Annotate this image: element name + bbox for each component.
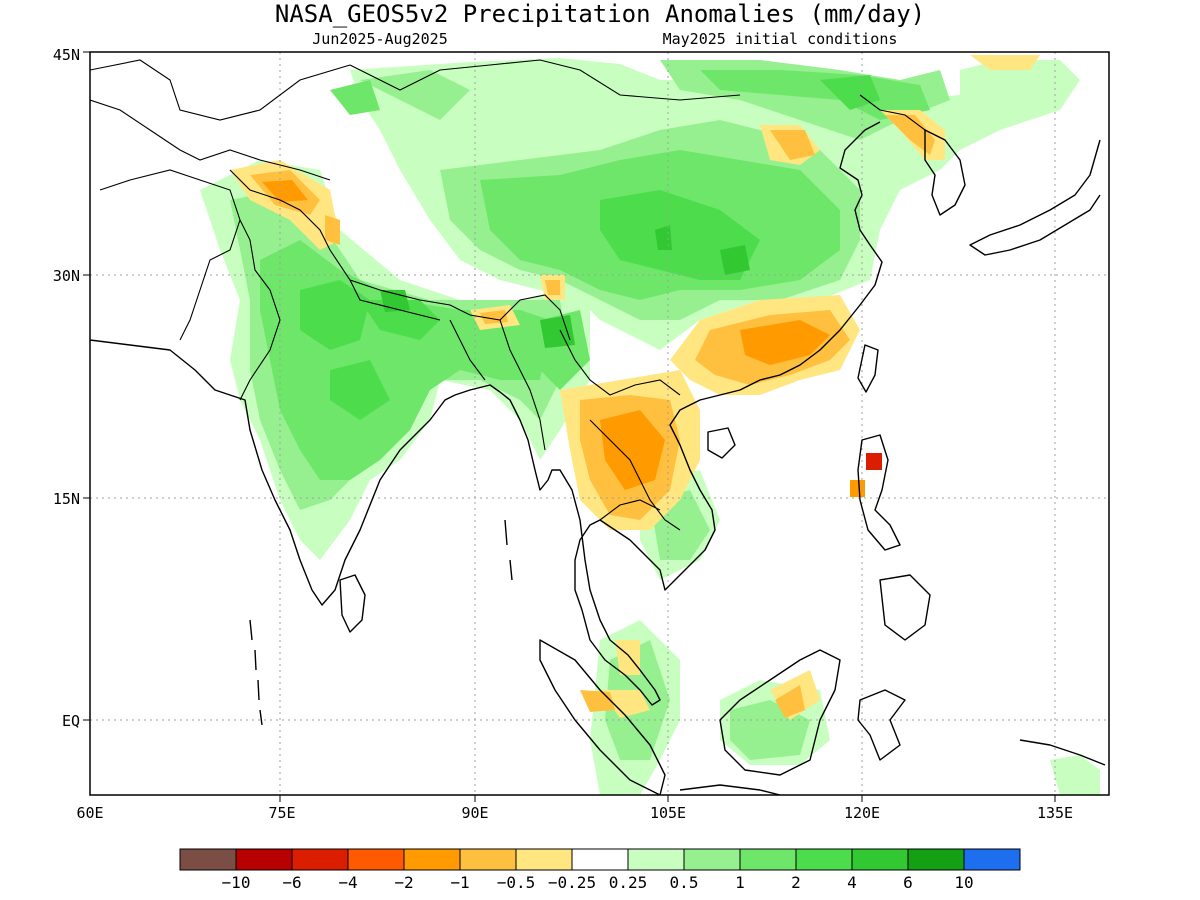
colorbar-label: −10 [222,873,251,892]
colorbar-label: −4 [338,873,357,892]
colorbar-label: 0.5 [670,873,699,892]
colorbar [179,848,1021,871]
colorbar-label: 4 [847,873,857,892]
colorbar-swatch [459,848,517,871]
colorbar-swatch [683,848,741,871]
lon-tick-label: 75E [268,804,295,822]
colorbar-swatch [347,848,405,871]
anomaly-fill-dark-green [300,75,880,420]
colorbar-swatch [963,848,1021,871]
initial-conditions-label: May2025 initial conditions [663,30,898,48]
colorbar-label: −0.5 [497,873,536,892]
anomaly-fill-red [866,453,882,470]
anomaly-fill-deep-orange [262,180,865,497]
period-label: Jun2025-Aug2025 [312,30,447,48]
anomaly-fill-deep-green [380,225,750,348]
colorbar-swatch [907,848,965,871]
gridlines [90,52,1109,795]
colorbar-label: 0.25 [609,873,648,892]
colorbar-swatch [571,848,629,871]
lon-tick-label: 105E [650,804,686,822]
longitude-labels: 60E 75E 90E 105E 120E 135E [76,804,1073,822]
colorbar-swatch [179,848,237,871]
colorbar-label: −1 [450,873,469,892]
colorbar-label: −0.25 [548,873,596,892]
colorbar-label: 1 [735,873,745,892]
map-area [90,52,1109,795]
colorbar-label: −6 [282,873,301,892]
colorbar-swatch [739,848,797,871]
lat-tick-label: 45N [53,46,80,64]
lon-tick-label: 90E [461,804,488,822]
colorbar-label: 10 [954,873,973,892]
lat-tick-label: 15N [53,490,80,508]
lon-tick-label: 120E [844,804,880,822]
tick-marks [83,51,1056,802]
colorbar-swatch [851,848,909,871]
map-frame [89,51,1110,796]
map-title: NASA_GEOS5v2 Precipitation Anomalies (mm… [275,0,925,28]
colorbar-labels: −10 −6 −4 −2 −1 −0.5 −0.25 0.25 0.5 1 2 4 6 10 [222,873,974,892]
lat-tick-label: 30N [53,267,80,285]
colorbar-swatch [627,848,685,871]
colorbar-swatch [515,848,573,871]
coastlines [90,121,1106,795]
colorbar-swatch [235,848,293,871]
colorbar-label: 6 [903,873,913,892]
colorbar-swatch [795,848,853,871]
colorbar-swatch [291,848,349,871]
colorbar-swatch [403,848,461,871]
lon-tick-label: 60E [76,804,103,822]
lat-tick-label: EQ [62,712,80,730]
latitude-labels: 45N 30N 15N EQ [53,46,80,730]
country-borders [90,59,926,531]
colorbar-label: 2 [791,873,801,892]
lon-tick-label: 135E [1037,804,1073,822]
colorbar-label: −2 [394,873,413,892]
